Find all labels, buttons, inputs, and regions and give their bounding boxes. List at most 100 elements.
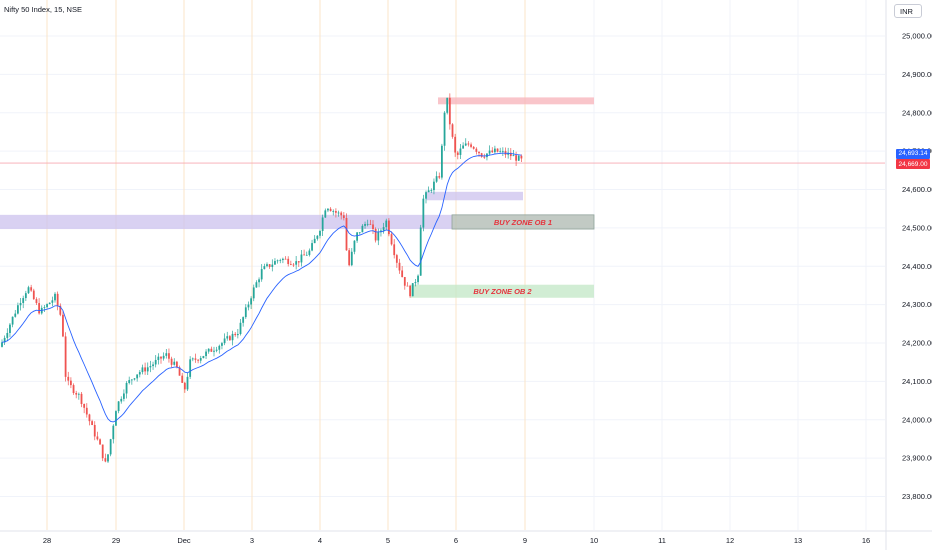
candle-body: [250, 298, 252, 305]
candle-body: [454, 136, 457, 153]
candle-body: [311, 243, 313, 251]
candle-body: [181, 375, 184, 383]
candle-body: [194, 358, 197, 360]
price-tick-label: 24,500.00: [902, 223, 932, 232]
candle-body: [109, 439, 112, 455]
candle-body: [369, 223, 372, 225]
candle-body: [324, 210, 327, 218]
candle-body: [136, 374, 139, 379]
date-tick-label: 9: [523, 536, 527, 545]
candle-body: [62, 314, 64, 337]
candle-body: [274, 261, 276, 265]
candle-body: [32, 290, 35, 300]
candle-body: [276, 260, 279, 262]
chart-grid: [0, 0, 885, 530]
candle-body: [22, 298, 25, 304]
candle-body: [244, 307, 247, 318]
candle-body: [361, 225, 364, 233]
zone-box: [426, 191, 523, 201]
candle-body: [252, 287, 255, 299]
candle-body: [77, 393, 80, 395]
last-price-badge: 24,669.00: [896, 159, 930, 170]
candle-body: [292, 264, 295, 266]
candle-body: [377, 232, 380, 241]
candle-body: [321, 217, 324, 231]
candle-body: [446, 97, 449, 113]
candle-body: [459, 148, 462, 155]
price-tick-label: 24,000.00: [902, 415, 932, 424]
candle-body: [451, 124, 454, 137]
candle-body: [332, 211, 335, 212]
candle-body: [509, 152, 512, 157]
candle-body: [213, 350, 215, 352]
candle-body: [207, 348, 210, 352]
candle-body: [282, 258, 284, 260]
zone-box: [438, 97, 594, 105]
candle-body: [234, 333, 237, 336]
candle-body: [149, 366, 152, 368]
candle-body: [104, 458, 107, 462]
candle-body: [120, 398, 123, 402]
candle-body: [223, 338, 226, 344]
candle-body: [470, 144, 472, 147]
candle-body: [353, 240, 356, 252]
candle-body: [483, 156, 486, 158]
candle-body: [178, 367, 181, 376]
price-tick-label: 24,300.00: [902, 300, 932, 309]
zone-box: [411, 284, 594, 298]
candle-body: [112, 425, 115, 440]
candle-body: [409, 285, 411, 297]
ma-line: [1, 152, 522, 423]
candle-body: [99, 439, 101, 445]
candle-body: [130, 379, 133, 381]
candle-body: [138, 372, 141, 375]
candle-body: [417, 275, 419, 283]
candle-body: [263, 266, 266, 270]
candle-body: [258, 279, 260, 283]
date-tick-label: Dec: [177, 536, 191, 545]
candle-body: [494, 148, 496, 153]
candle-body: [56, 293, 59, 306]
candle-body: [154, 359, 157, 365]
order-block-zones: BUY ZONE OB 1 BUY ZONE OB 2: [0, 97, 595, 298]
candle-body: [75, 392, 78, 395]
candle-body: [462, 145, 464, 149]
candle-body: [271, 264, 274, 267]
candle-body: [475, 148, 478, 152]
candle-body: [162, 355, 165, 359]
candle-body: [425, 192, 427, 199]
candle-body: [30, 287, 33, 291]
candle-body: [199, 358, 202, 361]
candle-body: [19, 303, 22, 306]
candle-body: [395, 255, 398, 263]
candle-body: [170, 358, 173, 365]
price-tick-label: 24,800.00: [902, 108, 932, 117]
candle-body: [1, 342, 3, 347]
currency-selector[interactable]: INR: [894, 4, 922, 18]
candle-body: [284, 258, 287, 260]
candle-body: [226, 336, 229, 339]
zone-label: BUY ZONE OB 1: [494, 218, 552, 227]
candle-body: [3, 337, 6, 343]
candle-body: [152, 364, 154, 367]
candle-body: [14, 313, 17, 317]
time-axis: 28 29 Dec 3 4 5 6 9 10 11 12 13 16: [0, 530, 932, 545]
price-tick-label: 24,900.00: [902, 70, 932, 79]
candle-body: [419, 227, 422, 276]
candle-body: [406, 285, 409, 287]
price-tick-label: 25,000.00: [902, 32, 932, 41]
candle-body: [433, 181, 435, 191]
price-tick-label: 24,200.00: [902, 339, 932, 348]
date-tick-label: 4: [318, 536, 322, 545]
zone-box: [0, 214, 452, 230]
price-tick-label: 23,800.00: [902, 492, 932, 501]
price-axis: 25,000.0024,900.0024,800.0024,700.0024,6…: [885, 0, 932, 550]
price-tick-label: 24,600.00: [902, 185, 932, 194]
candle-body: [85, 407, 88, 415]
candle-body: [59, 305, 62, 315]
candle-body: [345, 218, 348, 251]
candle-body: [176, 361, 178, 368]
candle-body: [390, 234, 393, 245]
